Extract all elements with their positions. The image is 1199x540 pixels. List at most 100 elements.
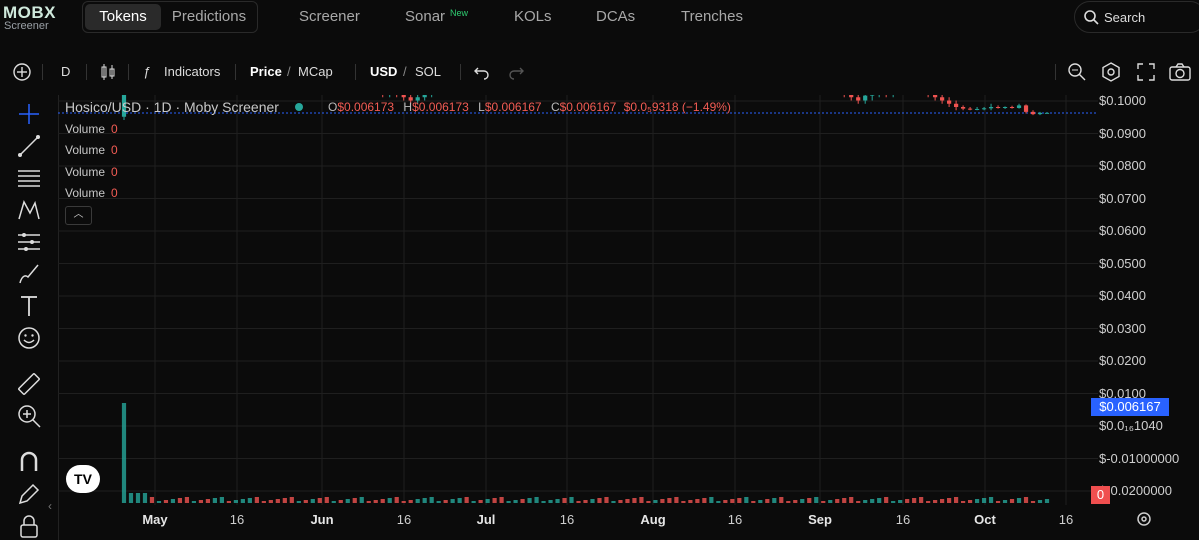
camera-icon[interactable] [1169, 62, 1191, 82]
emoji-icon[interactable] [16, 325, 42, 351]
volume-bar [184, 497, 190, 503]
low-value: $0.006167 [484, 100, 542, 114]
usd-toggle[interactable]: USD [370, 64, 398, 79]
price-toggle[interactable]: Price [250, 64, 282, 79]
lock-pencil-icon[interactable] [16, 481, 42, 507]
tab-predictions[interactable]: Predictions [171, 8, 247, 25]
volume-bar [275, 499, 280, 503]
toggle-slash: / [403, 64, 407, 79]
volume-bar [1030, 501, 1036, 503]
toolbar-divider [128, 64, 129, 80]
ruler-icon[interactable] [16, 371, 42, 397]
volume-bar [981, 498, 987, 503]
volume-bar [821, 501, 826, 503]
volume-bar [842, 498, 847, 503]
candle-body [1002, 107, 1008, 108]
volume-bar [177, 498, 183, 503]
logo[interactable]: MOBX Screener [3, 3, 73, 32]
volume-legend-row: Volume 0 [65, 122, 118, 136]
nav-kols[interactable]: KOLs [514, 8, 552, 25]
candles-group [121, 95, 1050, 120]
settings-icon[interactable] [1101, 62, 1121, 82]
tab-group: Tokens Predictions [82, 1, 258, 33]
volume-bar [751, 501, 756, 503]
magnet-icon[interactable] [16, 449, 42, 475]
indicators-button[interactable]: Indicators [164, 64, 221, 79]
volume-tag: 0 [1091, 486, 1110, 504]
x-axis-label: 16 [1058, 512, 1074, 527]
volume-bar [345, 499, 350, 503]
candle-body [856, 97, 861, 101]
redo-icon[interactable] [508, 64, 524, 80]
volume-bar [988, 497, 994, 503]
zoom-in-icon[interactable] [16, 403, 42, 429]
nav-screener[interactable]: Screener [299, 8, 360, 25]
y-axis-label: $0.0900 [1099, 125, 1146, 141]
volume-bar [618, 500, 623, 503]
y-axis-label: $0.0300 [1099, 320, 1146, 336]
pattern-icon[interactable] [16, 197, 42, 223]
volume-legend-row: Volume 0 [65, 186, 118, 200]
lock-icon[interactable] [16, 513, 42, 539]
candle-body [1030, 111, 1036, 115]
undo-icon[interactable] [474, 64, 490, 80]
collapse-legend-button[interactable]: ︿ [65, 206, 92, 225]
zoom-icon[interactable] [1067, 62, 1087, 82]
candle-body [947, 100, 952, 104]
volume-bar [170, 499, 176, 503]
measure-lines-icon[interactable] [16, 229, 42, 255]
x-axis-label: 16 [396, 512, 412, 527]
interval-button[interactable]: D [61, 64, 71, 79]
nav-dcas[interactable]: DCAs [596, 8, 636, 25]
close-value: $0.006167 [559, 100, 617, 114]
tab-tokens[interactable]: Tokens [85, 4, 161, 30]
nav-sonar[interactable]: Sonar New [405, 8, 468, 25]
volume-bar [338, 500, 343, 503]
volume-bar [149, 497, 155, 503]
status-dot [294, 103, 303, 111]
volume-legend-row: Volume 0 [65, 143, 118, 157]
volume-bar [310, 499, 315, 503]
tradingview-logo[interactable]: TV [66, 465, 100, 493]
brush-icon[interactable] [16, 261, 42, 287]
add-symbol-icon[interactable] [12, 62, 32, 82]
volume-bar [814, 497, 819, 503]
volume-bar [422, 498, 427, 503]
y-axis-label: $0.1000 [1099, 93, 1146, 108]
candle-body [995, 107, 1001, 108]
crosshair-icon[interactable] [16, 101, 42, 127]
volume-bar [828, 500, 833, 503]
volume-bar [793, 500, 798, 503]
volume-bar [457, 498, 462, 503]
y-axis-label: $0.0200 [1099, 353, 1146, 368]
volume-bar [261, 501, 266, 503]
text-icon[interactable] [16, 293, 42, 319]
nav-trenches[interactable]: Trenches [681, 8, 743, 25]
open-value: $0.006173 [337, 100, 395, 114]
volume-bar [632, 498, 637, 503]
x-axis-label: 16 [727, 512, 743, 527]
collapse-toolbar-icon[interactable]: ‹ [48, 499, 52, 513]
sol-toggle[interactable]: SOL [415, 64, 442, 79]
indicators-icon[interactable]: ƒ [143, 64, 151, 79]
trendline-icon[interactable] [16, 133, 42, 159]
volume-bar [597, 498, 602, 503]
candles-icon[interactable] [100, 63, 116, 81]
mcap-toggle[interactable]: MCap [298, 64, 333, 79]
price-chart[interactable] [58, 95, 1098, 505]
volume-bar [1044, 499, 1050, 503]
volume-bar [373, 500, 378, 503]
high-value: $0.006173 [412, 100, 469, 114]
gear-icon[interactable] [1135, 510, 1153, 528]
fullscreen-icon[interactable] [1137, 63, 1155, 81]
horizontal-lines-icon[interactable] [16, 165, 42, 191]
candle-body [408, 97, 413, 101]
low-label: L [478, 100, 485, 114]
x-axis-label: Jun [310, 512, 334, 527]
volume-bar [163, 500, 169, 503]
search-button[interactable]: Search [1074, 1, 1199, 33]
volume-bar [499, 497, 504, 503]
volume-bar [849, 497, 854, 503]
x-axis-label: Aug [640, 512, 666, 527]
volume-bar [995, 501, 1001, 503]
